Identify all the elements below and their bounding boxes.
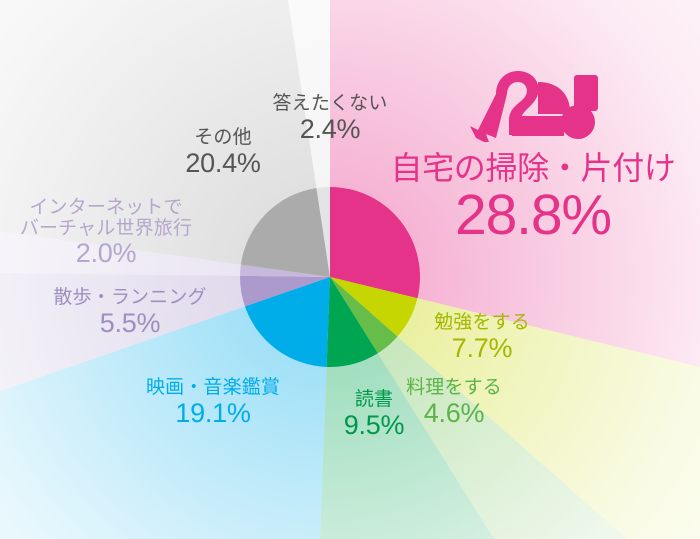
pie-slice[interactable]: 答えたくない 2.4% bbox=[316, 187, 330, 277]
label-walk-run-name: 散歩・ランニング bbox=[53, 287, 207, 308]
label-other-name: その他 bbox=[194, 127, 252, 148]
pie-slice[interactable]: その他 20.4% bbox=[240, 188, 330, 277]
label-internet-line1: インターネットで bbox=[29, 197, 183, 218]
label-other-value: 20.4% bbox=[185, 147, 261, 178]
slice-ray bbox=[0, 0, 330, 277]
label-movie-music: 映画・音楽鑑賞 19.1% bbox=[126, 377, 300, 428]
label-study-value: 7.7% bbox=[451, 332, 513, 363]
slice-ray bbox=[0, 277, 330, 539]
label-walk-run-value: 5.5% bbox=[99, 307, 161, 338]
label-cooking: 料理をする 4.6% bbox=[392, 377, 516, 428]
pie-slice[interactable]: 読書 9.5% bbox=[326, 277, 378, 368]
slice-ray bbox=[330, 0, 700, 368]
pie-slice[interactable]: 勉強をする 7.7% bbox=[330, 277, 418, 337]
label-cooking-name: 料理をする bbox=[406, 377, 502, 398]
label-internet-value: 2.0% bbox=[75, 238, 137, 269]
pie-slice[interactable]: 自宅の掃除・片付け 28.8% bbox=[330, 187, 421, 299]
label-study: 勉強をする 7.7% bbox=[420, 312, 544, 363]
label-no-answer: 答えたくない 2.4% bbox=[255, 93, 405, 144]
pie-slice[interactable]: 映画・音楽鑑賞 19.1% bbox=[244, 277, 330, 367]
label-reading: 読書 9.5% bbox=[326, 389, 422, 440]
label-study-name: 勉強をする bbox=[434, 312, 530, 333]
pie-slice[interactable]: 料理をする 4.6% bbox=[330, 277, 398, 354]
featured-value: 28.8% bbox=[455, 183, 612, 247]
label-other: その他 20.4% bbox=[153, 127, 293, 178]
pie-slice[interactable]: 散歩・ランニング 5.5% bbox=[240, 275, 330, 307]
label-no-answer-value: 2.4% bbox=[299, 113, 361, 144]
label-internet-virtual-travel: インターネットで バーチャル世界旅行 2.0% bbox=[0, 197, 214, 269]
label-reading-name: 読書 bbox=[354, 389, 394, 410]
label-movie-music-name: 映画・音楽鑑賞 bbox=[145, 377, 281, 398]
label-cooking-value: 4.6% bbox=[423, 397, 485, 428]
slice-ray bbox=[330, 277, 628, 539]
label-movie-music-value: 19.1% bbox=[175, 397, 251, 428]
vacuum-cleaner-icon bbox=[470, 71, 598, 142]
label-walk-run: 散歩・ランニング 5.5% bbox=[44, 287, 216, 338]
label-no-answer-name: 答えたくない bbox=[272, 93, 388, 114]
pie-slices: 自宅の掃除・片付け 28.8%勉強をする 7.7%料理をする 4.6%読書 9.… bbox=[240, 187, 421, 368]
label-internet-line2: バーチャル世界旅行 bbox=[19, 217, 193, 239]
slice-ray bbox=[330, 277, 700, 539]
featured-callout: 自宅の掃除・片付け 28.8% bbox=[378, 152, 688, 246]
featured-label: 自宅の掃除・片付け bbox=[390, 150, 676, 186]
label-reading-value: 9.5% bbox=[343, 409, 405, 440]
